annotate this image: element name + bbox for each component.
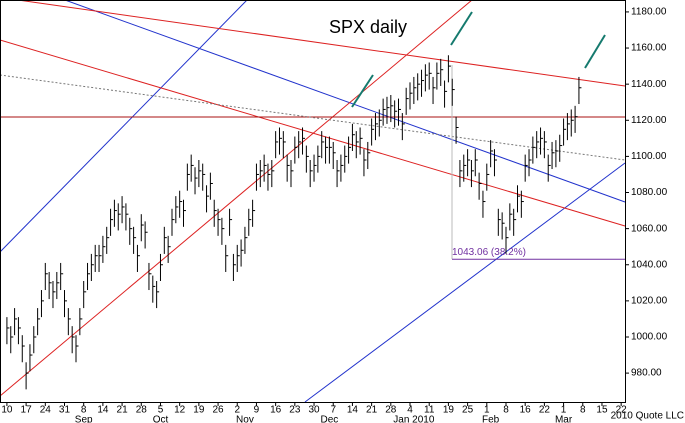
slash-mark — [450, 11, 473, 46]
x-tick-label: 9 — [254, 405, 260, 416]
trend-line — [17, 0, 626, 87]
x-tick-label: 14 — [97, 405, 109, 416]
trend-line — [304, 162, 626, 403]
x-tick-label: 4 — [407, 405, 413, 416]
y-tick-label: 1060.00 — [631, 223, 668, 234]
x-month-label: Nov — [236, 415, 254, 423]
x-tick-label: 30 — [308, 405, 320, 416]
x-tick-label: 11 — [424, 405, 435, 416]
chart-title: SPX daily — [329, 17, 407, 37]
x-month-label: Oct — [153, 415, 169, 423]
x-tick-label: 28 — [136, 405, 148, 416]
x-tick-label: 22 — [616, 405, 628, 416]
y-tick-label: 1140.00 — [631, 79, 667, 90]
x-tick-label: 8 — [580, 405, 586, 416]
x-tick-label: 7 — [330, 405, 336, 416]
x-tick-label: 28 — [385, 405, 397, 416]
x-tick-label: 25 — [462, 405, 474, 416]
x-tick-label: 10 — [1, 405, 13, 416]
x-tick-label: 1 — [484, 405, 490, 416]
trend-line — [0, 0, 248, 253]
y-tick-label: 1020.00 — [631, 296, 668, 307]
x-tick-label: 26 — [212, 405, 224, 416]
x-tick-label: 31 — [59, 405, 71, 416]
credit: 2010 Quote LLC — [611, 411, 684, 422]
trend-line — [0, 39, 626, 227]
x-tick-label: 21 — [366, 405, 378, 416]
y-tick-label: 1180.00 — [631, 7, 667, 18]
slash-mark — [351, 74, 374, 108]
trend-lines — [0, 0, 626, 403]
x-tick-label: 21 — [117, 405, 129, 416]
x-month-label: Sep — [75, 415, 93, 423]
x-tick-label: 14 — [347, 405, 359, 416]
plot-frame — [0, 0, 626, 403]
x-month-label: Dec — [320, 415, 338, 423]
slash-mark — [584, 34, 606, 69]
y-tick-label: 1120.00 — [631, 115, 667, 126]
y-tick-label: 1000.00 — [631, 332, 668, 343]
x-tick-label: 12 — [174, 405, 186, 416]
x-month-label: Mar — [555, 415, 573, 423]
trend-line — [0, 0, 473, 397]
x-tick-label: 19 — [193, 405, 205, 416]
x-tick-label: 1 — [561, 405, 567, 416]
x-tick-label: 23 — [289, 405, 301, 416]
y-tick-label: 1160.00 — [631, 43, 667, 54]
trend-line — [0, 74, 626, 161]
x-tick-label: 8 — [81, 405, 87, 416]
retrace-label: 1043.06 (38.2%) — [452, 247, 526, 258]
trend-line — [64, 0, 626, 203]
x-tick-label: 5 — [158, 405, 164, 416]
x-tick-label: 2 — [234, 405, 240, 416]
x-tick-label: 16 — [520, 405, 532, 416]
x-tick-label: 22 — [539, 405, 551, 416]
x-month-label: Jan 2010 — [393, 415, 435, 423]
y-tick-label: 1080.00 — [631, 187, 668, 198]
x-month-label: Feb — [482, 415, 500, 423]
x-tick-label: 16 — [270, 405, 282, 416]
x-tick-label: 24 — [40, 405, 52, 416]
x-tick-label: 19 — [443, 405, 455, 416]
x-tick-label: 15 — [596, 405, 608, 416]
y-tick-label: 980.00 — [631, 368, 662, 379]
x-tick-label: 17 — [21, 405, 33, 416]
x-tick-label: 8 — [503, 405, 509, 416]
y-tick-label: 1040.00 — [631, 259, 668, 270]
y-tick-label: 1100.00 — [631, 151, 667, 162]
